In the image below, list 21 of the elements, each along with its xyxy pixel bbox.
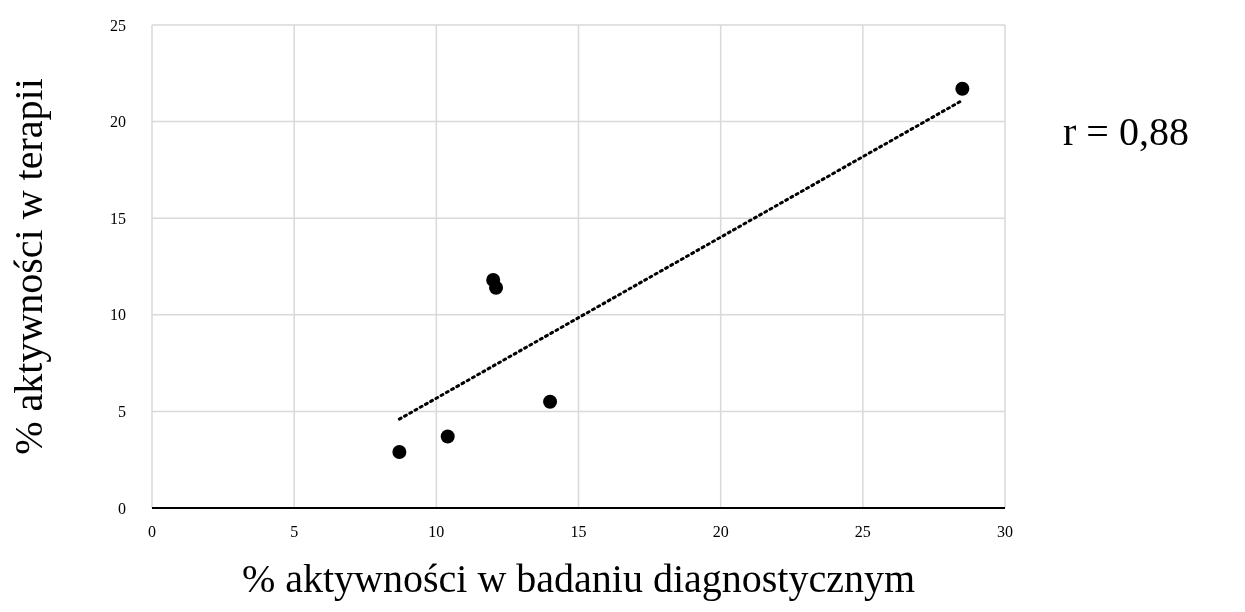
text: r = 0,88 [1063,108,1189,155]
y-axis-title: % aktywności w terapii [6,78,52,455]
x-tick-label: 10 [428,523,445,541]
y-tick-label: 20 [110,113,126,131]
y-tick-label: 10 [110,306,126,324]
x-tick-label: 0 [148,523,156,541]
point [955,81,970,96]
y-tick-label: 15 [110,209,126,227]
y-tick-label: 0 [118,499,126,517]
point [392,444,407,459]
point [489,280,504,295]
x-tick-label: 30 [997,523,1013,541]
y-tick-label: 25 [110,16,126,34]
x-axis-title: % aktywności w badaniu diagnostycznym [241,556,916,601]
point [440,429,455,444]
y-tick-label: 5 [118,403,126,421]
x-tick-label: 5 [290,523,299,541]
x-tick-label: 25 [854,523,871,541]
x-tick-label: 20 [712,523,729,541]
x-tick-label: 15 [570,523,587,541]
point [543,394,558,409]
